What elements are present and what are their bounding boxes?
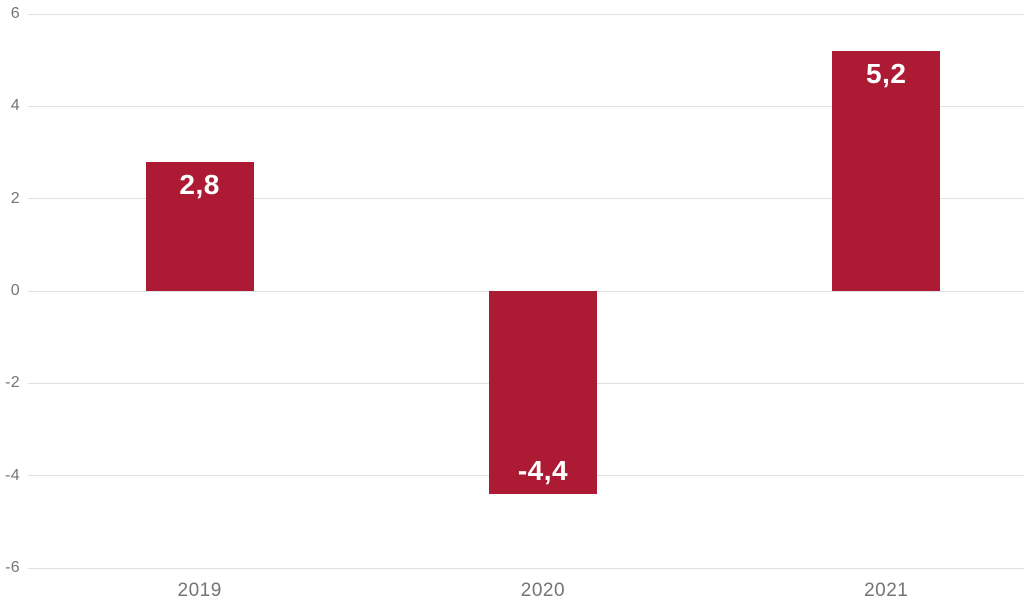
bar-value-label: 2,8 xyxy=(179,168,220,200)
bar-value-label: 5,2 xyxy=(866,57,907,89)
y-tick-label: 6 xyxy=(10,5,20,22)
x-axis-label-2021: 2021 xyxy=(864,580,909,601)
bar-value-label: -4,4 xyxy=(517,455,569,487)
y-tick-label: 4 xyxy=(10,97,20,115)
y-tick-label: 2 xyxy=(10,189,20,207)
y-tick-label: -6 xyxy=(5,559,20,576)
gridline-y6 xyxy=(28,13,1024,15)
x-axis-label-2019: 2019 xyxy=(177,580,222,601)
y-tick-label: -2 xyxy=(5,374,20,392)
bar-2020[interactable]: -4,4 xyxy=(488,291,597,495)
bar-2021[interactable]: 5,2 xyxy=(832,50,941,291)
bar-2019[interactable]: 2,8 xyxy=(145,161,254,291)
gridline-y-6 xyxy=(28,567,1024,569)
y-tick-label: 0 xyxy=(10,282,20,299)
y-tick-label: -4 xyxy=(5,466,20,484)
x-axis-label-2020: 2020 xyxy=(520,580,566,601)
